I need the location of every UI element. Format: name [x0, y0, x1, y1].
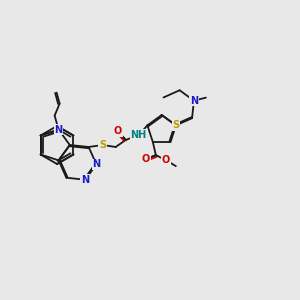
Text: N: N [92, 159, 101, 169]
Text: O: O [162, 155, 170, 165]
Text: S: S [99, 140, 106, 150]
Text: S: S [172, 120, 179, 130]
Text: O: O [142, 154, 150, 164]
Text: N: N [55, 124, 63, 135]
Text: O: O [114, 126, 122, 136]
Text: NH: NH [130, 130, 147, 140]
Text: N: N [190, 96, 198, 106]
Text: N: N [81, 175, 89, 185]
